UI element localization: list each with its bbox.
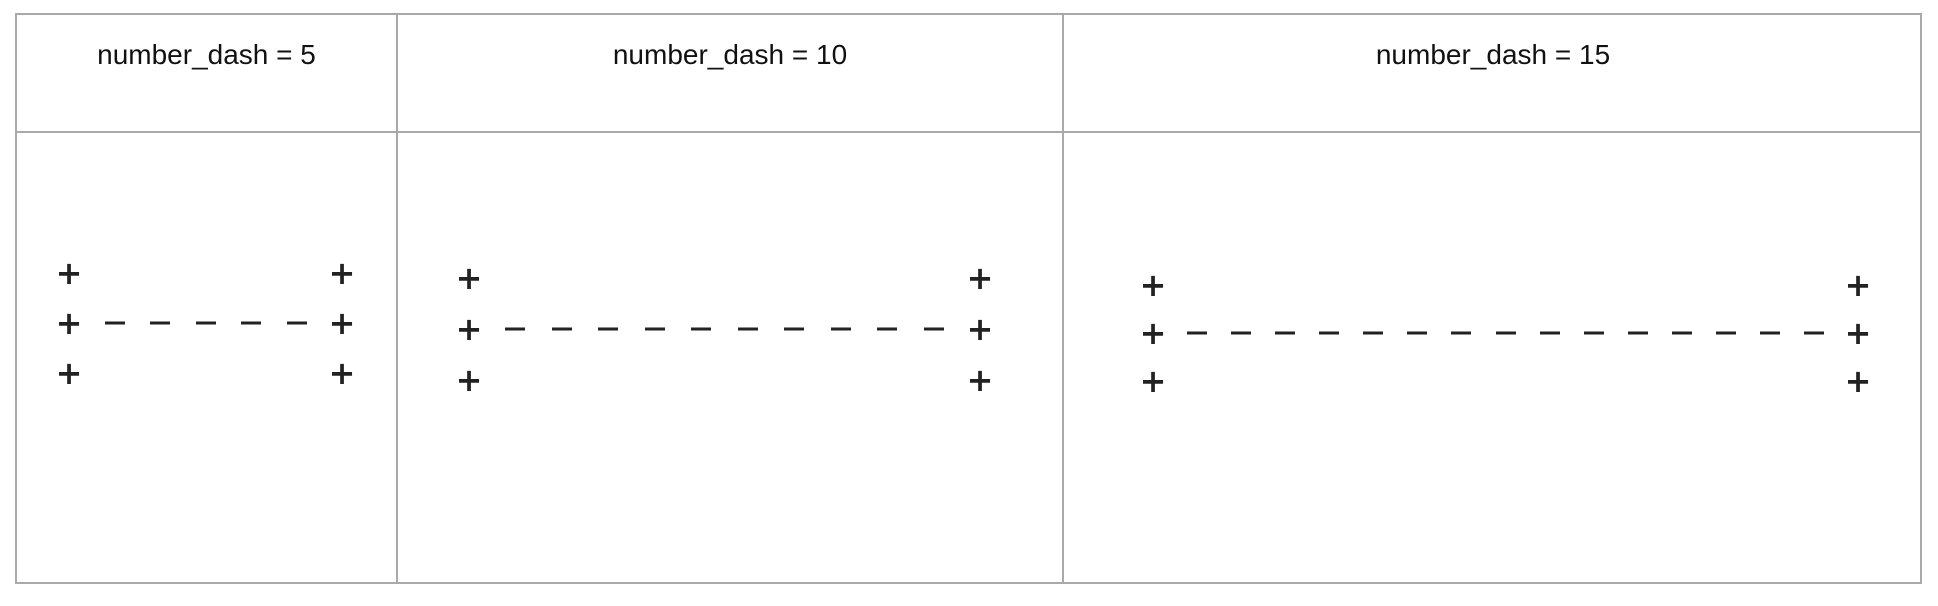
plus-bottom-left: + xyxy=(455,361,483,399)
dash-mark xyxy=(551,327,572,331)
dash-mark xyxy=(1495,331,1516,335)
plus-bottom-right: + xyxy=(966,361,994,399)
plus-bottom-right: + xyxy=(1844,362,1872,400)
dash-mark xyxy=(923,327,944,331)
plus-mid-right: + xyxy=(328,304,356,342)
comparison-table: number_dash = 5 number_dash = 10 number_… xyxy=(15,13,1922,584)
dash-mark xyxy=(1363,331,1384,335)
plus-bottom-right: + xyxy=(328,354,356,392)
dash-mark xyxy=(1319,331,1340,335)
header-cell-3: number_dash = 15 xyxy=(1064,15,1922,131)
header-divider xyxy=(17,131,1920,133)
dash-mark xyxy=(1451,331,1472,335)
plus-top-right: + xyxy=(966,259,994,297)
plus-mid-left: + xyxy=(55,304,83,342)
dash-mark xyxy=(104,321,125,325)
plus-mid-right: + xyxy=(966,310,994,348)
header-label: number_dash = 10 xyxy=(612,39,848,70)
dash-mark xyxy=(1275,331,1296,335)
dash-mark xyxy=(598,327,619,331)
column-divider xyxy=(1062,15,1064,582)
dash-mark xyxy=(1539,331,1560,335)
dash-mark xyxy=(1187,331,1208,335)
plus-top-left: + xyxy=(1139,266,1167,304)
plus-top-left: + xyxy=(455,259,483,297)
column-divider xyxy=(396,15,398,582)
plus-mid-left: + xyxy=(455,310,483,348)
dash-mark xyxy=(644,327,665,331)
dash-mark xyxy=(784,327,805,331)
dash-mark xyxy=(1583,331,1604,335)
dash-mark xyxy=(1715,331,1736,335)
header-label: number_dash = 15 xyxy=(1375,39,1611,70)
plus-top-right: + xyxy=(328,254,356,292)
dash-mark xyxy=(877,327,898,331)
plus-bottom-left: + xyxy=(55,354,83,392)
dash-mark xyxy=(1671,331,1692,335)
dash-mark xyxy=(1627,331,1648,335)
dash-mark xyxy=(241,321,261,325)
plus-mid-right: + xyxy=(1844,314,1872,352)
dash-mark xyxy=(150,321,170,325)
plus-top-right: + xyxy=(1844,266,1872,304)
dash-mark xyxy=(1759,331,1780,335)
dash-mark xyxy=(286,321,307,325)
dash-mark xyxy=(691,327,712,331)
dash-mark xyxy=(505,327,526,331)
header-label: number_dash = 5 xyxy=(97,39,316,70)
dash-mark xyxy=(737,327,758,331)
plus-top-left: + xyxy=(55,254,83,292)
dash-mark xyxy=(830,327,851,331)
dash-mark xyxy=(1803,331,1824,335)
header-cell-1: number_dash = 5 xyxy=(17,15,396,131)
dash-mark xyxy=(195,321,216,325)
plus-mid-left: + xyxy=(1139,314,1167,352)
dash-mark xyxy=(1231,331,1252,335)
plus-bottom-left: + xyxy=(1139,362,1167,400)
header-cell-2: number_dash = 10 xyxy=(398,15,1062,131)
dash-mark xyxy=(1407,331,1428,335)
